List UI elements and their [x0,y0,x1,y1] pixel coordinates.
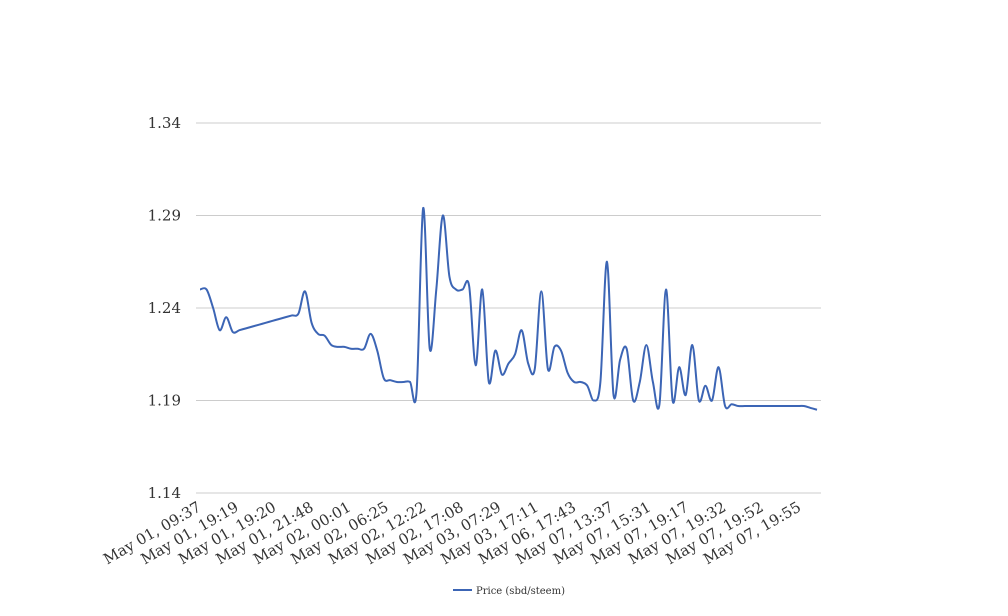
legend-label: Price (sbd/steem) [476,586,565,597]
series-line [199,207,818,411]
y-tick-label: 1.29 [148,207,181,225]
y-tick-label: 1.19 [148,392,181,410]
y-axis-ticks: 1.34 1.29 1.24 1.19 1.14 [148,114,181,502]
grid-lines [196,122,821,494]
y-tick-label: 1.24 [148,299,181,317]
series-lines [199,207,818,411]
legend: Price (sbd/steem) [453,586,565,597]
y-tick-label: 1.14 [148,484,181,502]
y-tick-label: 1.34 [148,114,181,132]
